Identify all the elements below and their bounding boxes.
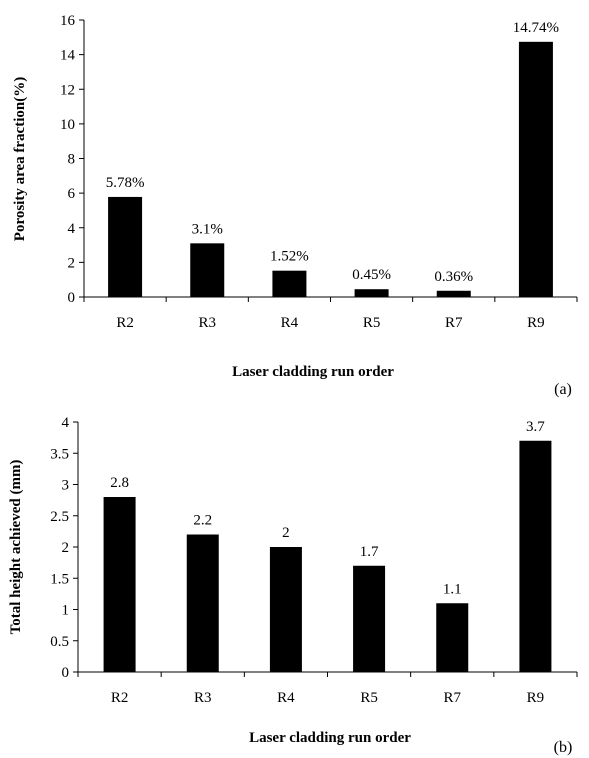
height-y-tick-label: 2.5 [50, 509, 69, 525]
height-y-tick-label: 3 [62, 478, 70, 494]
porosity-bar-r3 [190, 243, 225, 297]
height-y-tick-label: 4 [62, 415, 70, 431]
porosity-data-label: 0.36% [434, 269, 473, 285]
panel-label-a: (a) [554, 381, 572, 398]
porosity-bar-r4 [272, 270, 307, 297]
height-category-label: R2 [111, 690, 129, 706]
panel-label-b: (b) [554, 739, 573, 756]
porosity-y-tick-label: 0 [68, 290, 76, 306]
height-y-tick-label: 1.5 [50, 571, 69, 587]
height-bar-r7 [436, 603, 469, 672]
porosity-category-label: R9 [527, 315, 545, 331]
height-category-label: R3 [194, 690, 212, 706]
height-y-tick-label: 2 [62, 540, 70, 556]
porosity-bar-r2 [108, 196, 143, 297]
height-ylabel: Total height achieved (mm) [8, 460, 24, 635]
porosity-category-label: R3 [198, 315, 216, 331]
porosity-category-label: R4 [281, 315, 299, 331]
height-y-tick-label: 0 [62, 665, 70, 681]
porosity-chart: Porosity area fraction(%) Laser cladding… [12, 13, 578, 398]
height-data-label: 1.7 [360, 544, 379, 560]
height-y-tick-label: 1 [62, 603, 70, 619]
porosity-y-tick-label: 2 [68, 255, 76, 271]
porosity-y-tick-label: 16 [60, 13, 76, 29]
porosity-category-label: R5 [363, 315, 381, 331]
height-data-label: 2 [282, 525, 290, 541]
height-chart: Total height achieved (mm) Laser claddin… [8, 415, 578, 756]
porosity-data-label: 14.74% [513, 20, 559, 36]
porosity-xlabel: Laser cladding run order [232, 364, 394, 380]
height-bar-r2 [103, 497, 136, 672]
porosity-ylabel: Porosity area fraction(%) [12, 77, 28, 241]
porosity-data-label: 1.52% [270, 249, 309, 265]
height-category-label: R9 [527, 690, 545, 706]
height-bar-r5 [353, 565, 386, 672]
height-y-tick-label: 0.5 [50, 634, 69, 650]
height-data-label: 3.7 [526, 419, 545, 435]
porosity-y-tick-label: 14 [60, 48, 76, 64]
porosity-bar-r9 [518, 41, 553, 297]
porosity-data-label: 3.1% [192, 221, 223, 237]
height-category-label: R7 [443, 690, 461, 706]
porosity-category-label: R7 [445, 315, 463, 331]
height-data-label: 1.1 [443, 581, 462, 597]
porosity-bar-r5 [354, 289, 389, 297]
height-xlabel: Laser cladding run order [249, 730, 411, 746]
porosity-y-tick-label: 4 [68, 221, 76, 237]
height-category-label: R4 [277, 690, 295, 706]
porosity-y-tick-label: 6 [68, 186, 76, 202]
height-bar-r9 [519, 440, 552, 672]
porosity-data-label: 5.78% [106, 175, 145, 191]
porosity-y-tick-label: 10 [60, 117, 75, 133]
height-bar-r4 [269, 547, 302, 672]
height-data-label: 2.2 [193, 513, 212, 529]
height-y-tick-label: 3.5 [50, 446, 69, 462]
porosity-y-tick-label: 12 [60, 82, 75, 98]
porosity-category-label: R2 [116, 315, 134, 331]
porosity-bar-r7 [436, 290, 471, 297]
height-data-label: 2.8 [110, 475, 129, 491]
porosity-y-tick-label: 8 [68, 152, 76, 168]
porosity-data-label: 0.45% [352, 267, 391, 283]
height-bar-r3 [186, 534, 219, 672]
height-category-label: R5 [360, 690, 378, 706]
